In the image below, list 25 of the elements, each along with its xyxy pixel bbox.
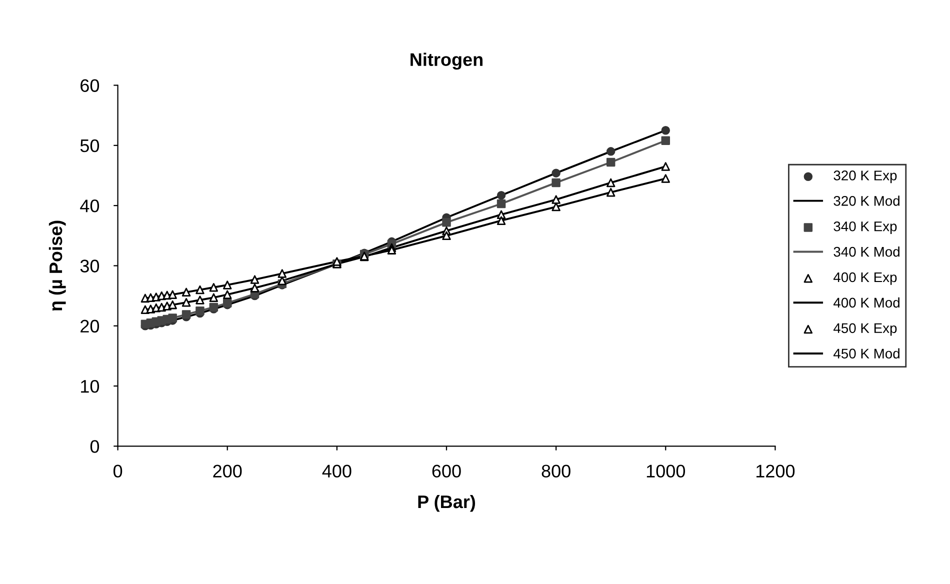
- y-tick-label: 0: [90, 440, 100, 453]
- x-tick-label: 400: [322, 464, 352, 478]
- x-tick-label: 0: [113, 464, 122, 478]
- x-tick-label: 800: [542, 464, 570, 478]
- x-axis-title: P (Bar): [418, 494, 476, 512]
- legend-label: 450 K Exp: [833, 323, 897, 336]
- y-tick-label: 40: [80, 200, 100, 212]
- legend-label: 400 K Exp: [833, 272, 897, 285]
- legend-label: 340 K Exp: [834, 221, 897, 234]
- legend-label: 340 K Mod: [834, 246, 900, 257]
- x-tick-label: 1000: [646, 464, 686, 478]
- legend-label: 450 K Mod: [833, 348, 900, 359]
- y-tick-label: 50: [80, 139, 100, 152]
- y-tick-label: 60: [80, 79, 100, 92]
- legend-label: 400 K Mod: [833, 297, 900, 308]
- y-tick-label: 30: [80, 260, 100, 272]
- legend-label: 320 K Exp: [834, 170, 897, 184]
- x-tick-label: 600: [432, 464, 461, 478]
- x-tick-label: 1200: [756, 464, 795, 478]
- y-axis-title: η (µ Poise): [48, 220, 66, 311]
- chart-title: Nitrogen: [410, 52, 482, 70]
- x-tick-label: 200: [213, 464, 242, 478]
- y-tick-label: 20: [80, 320, 100, 333]
- legend-label: 320 K Mod: [834, 196, 900, 206]
- y-tick-label: 10: [81, 380, 100, 393]
